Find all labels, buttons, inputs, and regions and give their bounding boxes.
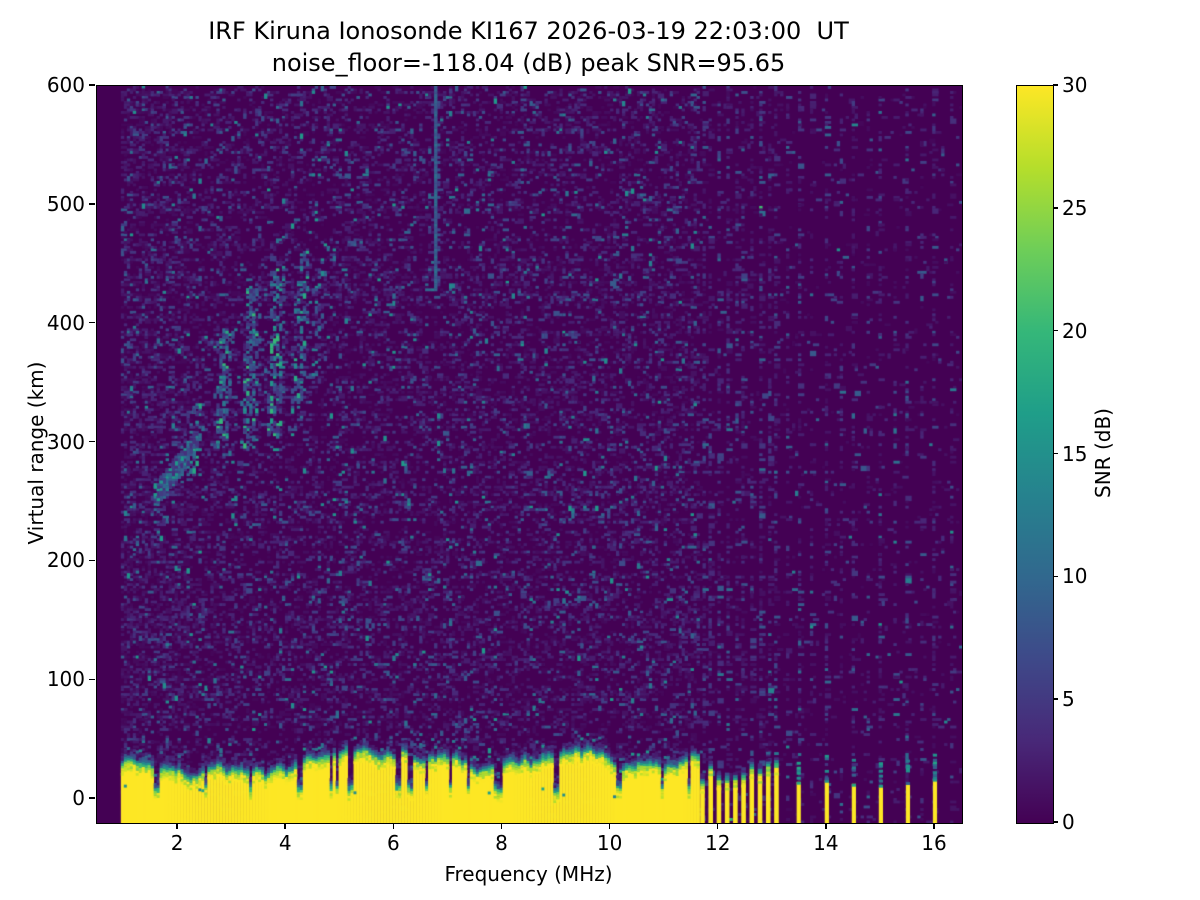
y-tick-mark [89, 84, 95, 86]
colorbar-tick-mark [1053, 84, 1058, 86]
y-tick-mark [89, 797, 95, 799]
x-tick-label: 12 [704, 831, 731, 855]
colorbar-gradient [1016, 85, 1054, 824]
colorbar-tick-label: 30 [1062, 73, 1088, 97]
x-tick-label: 8 [495, 831, 508, 855]
colorbar-tick-label: 20 [1062, 318, 1088, 343]
y-tick-mark [89, 321, 95, 324]
colorbar-tick-label: 5 [1062, 687, 1075, 712]
x-tick-label: 14 [813, 831, 839, 855]
x-tick-mark [933, 824, 935, 829]
x-axis-label: Frequency (MHz) [444, 862, 613, 886]
y-tick-label: 100 [46, 667, 85, 692]
y-tick-mark [89, 203, 95, 205]
y-tick-label: 400 [46, 310, 85, 335]
x-tick-label: 16 [921, 831, 947, 855]
ionogram-plot-area [96, 85, 963, 824]
colorbar-tick-mark [1053, 452, 1058, 455]
colorbar-tick-label: 25 [1062, 195, 1088, 220]
colorbar-tick-mark [1053, 698, 1058, 700]
colorbar-tick-mark [1053, 821, 1058, 823]
x-tick-label: 4 [278, 831, 292, 855]
x-tick-mark [500, 824, 503, 829]
ionogram-heatmap [97, 86, 962, 823]
x-tick-mark [392, 824, 395, 829]
x-tick-mark [284, 824, 286, 829]
y-tick-label: 200 [46, 548, 85, 573]
colorbar-tick-mark [1053, 207, 1058, 209]
x-tick-label: 6 [386, 831, 400, 855]
y-tick-label: 500 [46, 191, 85, 216]
y-tick-mark [89, 678, 95, 681]
x-tick-label: 10 [596, 831, 623, 855]
colorbar-tick-label: 0 [1062, 810, 1075, 834]
y-tick-label: 600 [46, 73, 85, 97]
colorbar-tick-mark [1053, 329, 1058, 332]
colorbar-tick-label: 10 [1062, 564, 1088, 589]
y-tick-mark [89, 440, 95, 443]
colorbar-label: SNR (dB) [1091, 408, 1115, 498]
colorbar-tick-mark [1053, 575, 1058, 578]
x-tick-mark [608, 824, 611, 829]
y-tick-mark [89, 559, 95, 562]
x-tick-mark [176, 824, 178, 829]
x-tick-mark [716, 824, 719, 829]
plot-subtitle: noise_floor=-118.04 (dB) peak SNR=95.65 [271, 49, 786, 77]
plot-title: IRF Kiruna Ionosonde KI167 2026-03-19 22… [208, 17, 849, 45]
y-tick-label: 0 [72, 786, 85, 811]
y-axis-label: Virtual range (km) [24, 361, 48, 545]
colorbar-tick-label: 15 [1062, 441, 1088, 466]
y-tick-label: 300 [46, 429, 85, 454]
x-tick-mark [825, 824, 827, 829]
x-tick-label: 2 [170, 831, 184, 855]
